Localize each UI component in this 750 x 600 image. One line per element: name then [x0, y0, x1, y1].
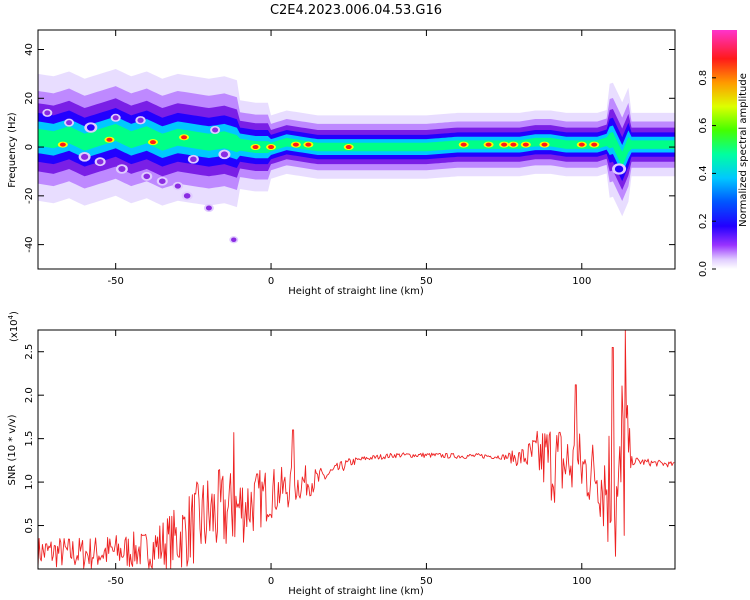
colorbar-label: Normalized spectral amplitude	[738, 73, 749, 227]
top-x-axis-label: Height of straight line (km)	[288, 286, 424, 297]
y-tick-label: 20	[24, 92, 35, 105]
scatter-blob	[183, 193, 191, 199]
scatter-blob	[118, 166, 126, 173]
snr-series-line	[38, 330, 675, 569]
colorbar-tick-label: 0.2	[698, 213, 709, 229]
hot-spot	[510, 142, 517, 147]
x-tick-label: 0	[268, 276, 274, 287]
hot-spot	[578, 142, 585, 147]
hot-spot	[181, 135, 188, 140]
hot-spot	[292, 142, 299, 147]
colorbar	[712, 30, 737, 269]
scatter-blob	[614, 165, 624, 173]
colorbar-tick-label: 0.8	[698, 70, 709, 86]
colorbar-tick-label: 0.0	[698, 261, 709, 277]
scatter-blob	[174, 183, 181, 189]
scatter-blob	[86, 124, 95, 131]
hot-spot	[252, 145, 259, 150]
hot-spot	[268, 145, 275, 150]
scatter-blob	[212, 127, 219, 133]
y-tick-label: 1.0	[24, 474, 35, 490]
snr-line-area	[38, 330, 675, 569]
x-tick-label: 0	[268, 576, 274, 587]
y-multiplier-prefix: (x10	[9, 319, 20, 342]
y-tick-label: 0.5	[24, 518, 35, 534]
y-tick-label: 0	[24, 144, 35, 150]
hot-spot	[501, 142, 508, 147]
hot-spot	[149, 140, 156, 145]
y-tick-label: -20	[24, 188, 35, 204]
hot-spot	[345, 145, 352, 150]
colorbar-ticks: 0.0 0.2 0.4 0.6 0.8	[698, 70, 716, 277]
top-y-axis-label: Frequency (Hz)	[7, 112, 18, 188]
figure-title: C2E4.2023.006.04.53.G16	[270, 3, 442, 18]
top-plot-frame	[37, 29, 676, 270]
scatter-blob	[137, 117, 144, 123]
hot-spot	[460, 142, 467, 147]
y-multiplier-exponent: 4	[7, 314, 15, 319]
hot-spot	[305, 142, 312, 147]
y-tick-label: 2.0	[24, 387, 35, 403]
hot-spot	[591, 142, 598, 147]
top-axes: -50 0 50 100 40 20 0 -20 -40	[24, 30, 675, 287]
x-tick-label: 50	[420, 276, 433, 287]
scatter-blob	[143, 173, 151, 180]
colorbar-tick-label: 0.6	[698, 118, 709, 134]
scatter-blob	[112, 115, 119, 121]
hot-spot	[59, 142, 66, 147]
hot-spot	[106, 137, 113, 142]
y-tick-label: 1.5	[24, 431, 35, 447]
colorbar-tick-label: 0.4	[698, 165, 709, 181]
scatter-blob	[96, 158, 104, 165]
x-tick-label: 50	[420, 576, 433, 587]
bottom-x-axis-label: Height of straight line (km)	[288, 586, 424, 597]
scatter-blob	[44, 110, 51, 116]
scatter-blob	[220, 151, 229, 158]
scatter-blob	[190, 156, 197, 163]
x-tick-label: -50	[108, 276, 124, 287]
x-tick-label: 100	[572, 576, 591, 587]
x-tick-label: 100	[572, 276, 591, 287]
y-multiplier-suffix: )	[9, 311, 20, 315]
scatter-blob	[231, 237, 237, 242]
hot-spot	[485, 142, 492, 147]
hot-spot	[522, 142, 529, 147]
bottom-axes: -50 0 50 100 0.5 1.0 1.5 2.0 2.5	[24, 330, 675, 587]
scatter-blob	[81, 153, 89, 160]
scatter-blob	[158, 178, 166, 184]
scatter-blob	[66, 120, 73, 126]
heatmap-band-5	[38, 123, 675, 167]
hot-spot	[541, 142, 548, 147]
y-tick-label: 40	[24, 43, 35, 56]
bottom-y-axis-label: SNR (10 * v/v)	[7, 414, 18, 485]
bottom-plot-frame	[37, 329, 676, 570]
y-tick-label: -40	[24, 236, 35, 252]
scatter-blob	[205, 205, 212, 211]
y-multiplier-label: (x104)	[7, 311, 20, 342]
x-tick-label: -50	[108, 576, 124, 587]
y-tick-label: 2.5	[24, 344, 35, 360]
heatmap-area	[38, 69, 675, 244]
